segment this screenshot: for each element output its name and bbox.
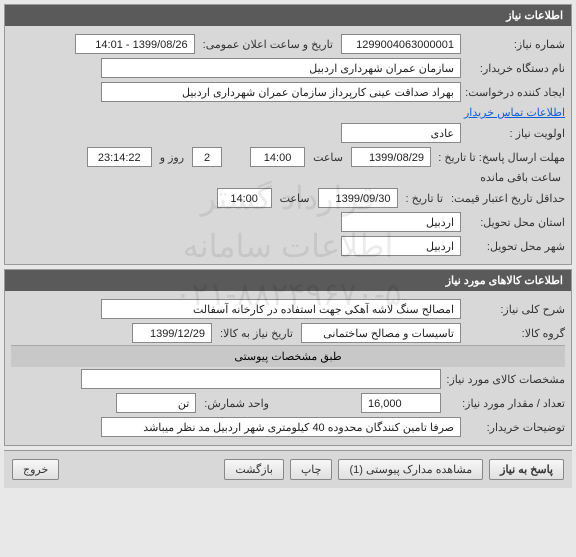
spec-attachment-row: طبق مشخصات پیوستی	[11, 345, 565, 367]
to-date-label: تا تاریخ :	[402, 192, 447, 205]
unit-label: واحد شمارش:	[200, 397, 273, 410]
delivery-province-label: استان محل تحویل:	[465, 216, 565, 229]
goods-info-section: اطلاعات کالاهای مورد نیاز شرح کلی نیاز: …	[4, 269, 572, 446]
row-validity: حداقل تاریخ اعتبار قیمت: تا تاریخ : 1399…	[11, 186, 565, 210]
group-field: تاسیسات و مصالح ساختمانی	[301, 323, 461, 343]
goods-spec-field	[81, 369, 441, 389]
row-priority: اولویت نیاز : عادی	[11, 121, 565, 145]
group-label: گروه کالا:	[465, 327, 565, 340]
row-need-no: شماره نیاز: 1299004063000001 تاریخ و ساع…	[11, 32, 565, 56]
need-info-header: اطلاعات نیاز	[5, 5, 571, 26]
deadline-label: مهلت ارسال پاسخ: تا تاریخ :	[435, 151, 565, 164]
row-buyer-org: نام دستگاه خریدار: سازمان عمران شهرداری …	[11, 56, 565, 80]
announce-field: 1399/08/26 - 14:01	[75, 34, 195, 54]
goods-info-body: شرح کلی نیاز: امصالح سنگ لاشه آهکی جهت ا…	[5, 291, 571, 445]
buyer-org-field: سازمان عمران شهرداری اردبیل	[101, 58, 461, 78]
creator-label: ایجاد کننده درخواست:	[465, 86, 565, 99]
view-attachments-button[interactable]: مشاهده مدارک پیوستی (1)	[338, 459, 483, 480]
delivery-province-field: اردبیل	[341, 212, 461, 232]
exit-button[interactable]: خروج	[12, 459, 59, 480]
buyer-notes-label: توضیحات خریدار:	[465, 421, 565, 434]
validity-date-field: 1399/09/30	[318, 188, 398, 208]
desc-label: شرح کلی نیاز:	[465, 303, 565, 316]
remain-day-label: روز و	[156, 151, 188, 164]
remain-time-field: 23:14:22	[87, 147, 152, 167]
validity-time-field: 14:00	[217, 188, 272, 208]
need-no-label: شماره نیاز:	[465, 38, 565, 51]
row-desc: شرح کلی نیاز: امصالح سنگ لاشه آهکی جهت ا…	[11, 297, 565, 321]
row-buyer-notes: توضیحات خریدار: صرفا تامین کنندگان محدود…	[11, 415, 565, 439]
goods-info-header: اطلاعات کالاهای مورد نیاز	[5, 270, 571, 291]
qty-label: تعداد / مقدار مورد نیاز:	[445, 397, 565, 410]
desc-field: امصالح سنگ لاشه آهکی جهت استفاده در کارخ…	[101, 299, 461, 319]
print-button[interactable]: چاپ	[290, 459, 333, 480]
need-no-field: 1299004063000001	[341, 34, 461, 54]
announce-label: تاریخ و ساعت اعلان عمومی:	[199, 38, 337, 51]
delivery-city-label: شهر محل تحویل:	[465, 240, 565, 253]
need-until-field: 1399/12/29	[132, 323, 212, 343]
buyer-notes-field: صرفا تامین کنندگان محدوده 40 کیلومتری شه…	[101, 417, 461, 437]
deadline-time-label: ساعت	[309, 151, 347, 164]
unit-field: تن	[116, 393, 196, 413]
respond-button[interactable]: پاسخ به نیاز	[489, 459, 564, 480]
priority-field: عادی	[341, 123, 461, 143]
need-info-section: اطلاعات نیاز شماره نیاز: 129900406300000…	[4, 4, 572, 265]
back-button[interactable]: بازگشت	[224, 459, 284, 480]
row-creator: ایجاد کننده درخواست: بهراد صداقت عینی کا…	[11, 80, 565, 121]
row-deadline: مهلت ارسال پاسخ: تا تاریخ : 1399/08/29 س…	[11, 145, 565, 186]
buyer-org-label: نام دستگاه خریدار:	[465, 62, 565, 75]
deadline-time-field: 14:00	[250, 147, 305, 167]
row-delivery-province: استان محل تحویل: اردبیل	[11, 210, 565, 234]
buyer-contact-link[interactable]: اطلاعات تماس خریدار	[464, 106, 565, 119]
remain-suffix-label: ساعت باقی مانده	[476, 171, 565, 184]
action-bar: پاسخ به نیاز مشاهده مدارک پیوستی (1) چاپ…	[4, 450, 572, 488]
deadline-date-field: 1399/08/29	[351, 147, 431, 167]
validity-time-label: ساعت	[276, 192, 314, 205]
priority-label: اولویت نیاز :	[465, 127, 565, 140]
row-qty: تعداد / مقدار مورد نیاز: 16,000 واحد شما…	[11, 391, 565, 415]
creator-field: بهراد صداقت عینی کارپرداز سازمان عمران ش…	[101, 82, 461, 102]
row-delivery-city: شهر محل تحویل: اردبیل	[11, 234, 565, 258]
goods-spec-label: مشخصات کالای مورد نیاز:	[445, 373, 565, 386]
row-goods-spec: مشخصات کالای مورد نیاز:	[11, 367, 565, 391]
delivery-city-field: اردبیل	[341, 236, 461, 256]
row-group: گروه کالا: تاسیسات و مصالح ساختمانی تاری…	[11, 321, 565, 345]
qty-field: 16,000	[361, 393, 441, 413]
remain-day-field: 2	[192, 147, 222, 167]
need-info-body: شماره نیاز: 1299004063000001 تاریخ و ساع…	[5, 26, 571, 264]
validity-label: حداقل تاریخ اعتبار قیمت:	[451, 192, 565, 205]
need-until-label: تاریخ نیاز به کالا:	[216, 327, 297, 340]
